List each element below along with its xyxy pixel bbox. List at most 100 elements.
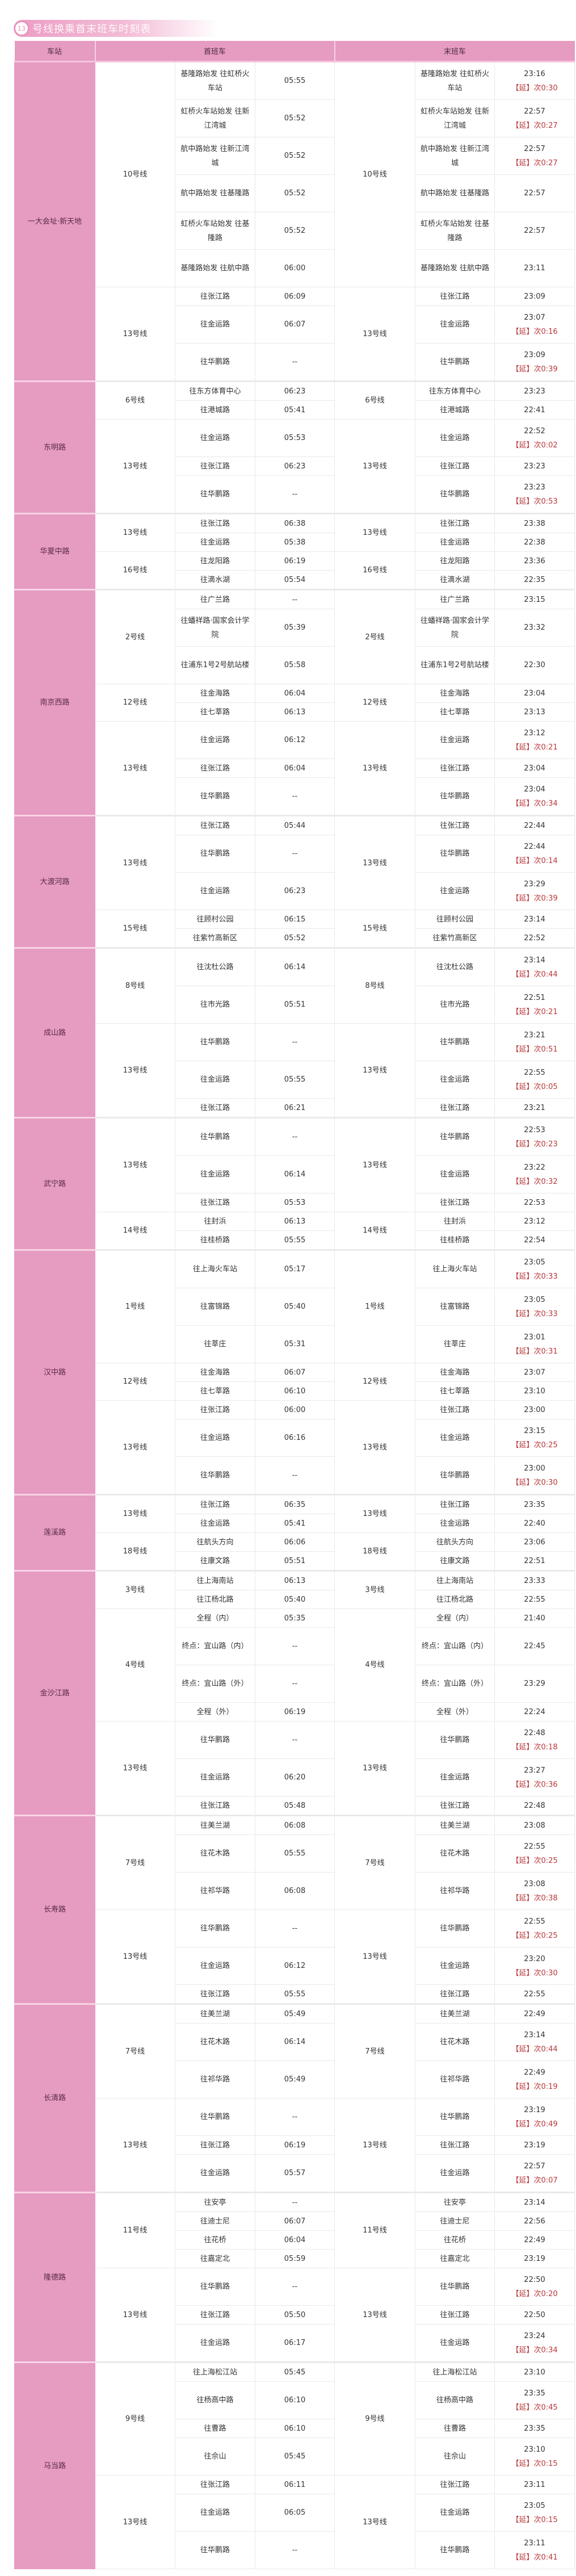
last-train-cell: 22:53 【延】次0:23 <box>494 1117 575 1156</box>
first-train-direction: 往张江路 <box>175 815 255 835</box>
first-train-direction: 往金运路 <box>175 1155 255 1193</box>
last-train-time: 22:48 <box>524 1728 545 1737</box>
last-train-direction: 往安亭 <box>415 2192 495 2212</box>
last-train-time: 22:41 <box>524 405 545 414</box>
last-train-cell: 23:05 【延】次0:15 <box>494 2494 575 2532</box>
table-row: 航中路始发 往基隆路 05:52 航中路始发 往基隆路 22:57 <box>15 174 575 212</box>
table-row: 往张江路 06:04 往张江路 23:04 <box>15 759 575 778</box>
extended-service-note: 【延】次0:18 <box>511 1743 558 1752</box>
last-train-time: 23:09 <box>524 292 545 301</box>
table-row: 往祁华路 06:08 往祁华路 23:08 【延】次0:38 <box>15 1872 575 1910</box>
last-train-time: 23:19 <box>524 2141 545 2150</box>
first-train-time: 05:39 <box>254 609 335 647</box>
last-train-direction: 往金运路 <box>415 305 495 344</box>
table-row: 往张江路 05:48 往张江路 22:48 <box>15 1796 575 1816</box>
first-train-time: 05:57 <box>254 2154 335 2193</box>
extended-service-note: 【延】次0:25 <box>511 1931 558 1940</box>
first-train-direction: 往华鹏路 <box>175 777 255 816</box>
last-train-direction: 往张江路 <box>415 2305 495 2324</box>
last-train-time: 22:53 <box>524 1125 545 1134</box>
first-train-direction: 往七莘路 <box>175 702 255 722</box>
last-train-direction: 往金运路 <box>415 2494 495 2532</box>
first-train-direction: 基隆路始发 往航中路 <box>175 249 255 287</box>
last-train-time: 23:08 <box>524 1821 545 1830</box>
last-train-line: 14号线 <box>334 1212 416 1250</box>
first-train-line: 10号线 <box>95 61 175 287</box>
table-row: 往金运路 06:07 往金运路 23:07 【延】次0:16 <box>15 305 575 344</box>
table-row: 往华鹏路 -- 往华鹏路 23:04 【延】次0:34 <box>15 777 575 816</box>
last-train-time: 23:10 <box>524 1387 545 1396</box>
last-train-direction: 往张江路 <box>415 456 495 476</box>
last-train-cell: 23:07 <box>494 1363 575 1382</box>
last-train-direction: 往华鹏路 <box>415 1117 495 1156</box>
first-train-time: 05:52 <box>254 174 335 212</box>
last-train-cell: 23:00 【延】次0:30 <box>494 1456 575 1495</box>
last-train-time: 23:33 <box>524 1576 545 1585</box>
last-train-direction: 往上海南站 <box>415 1570 495 1590</box>
first-train-time: 05:45 <box>254 2437 335 2476</box>
last-train-cell: 22:55 【延】次0:25 <box>494 1834 575 1873</box>
first-train-line: 11号线 <box>95 2192 175 2268</box>
last-train-time: 23:05 <box>524 1295 545 1304</box>
last-train-line: 13号线 <box>334 1721 416 1816</box>
first-train-direction: 往祁华路 <box>175 1872 255 1910</box>
first-train-time: 05:51 <box>254 1551 335 1571</box>
last-train-cell: 22:38 <box>494 533 575 552</box>
first-train-time: 05:52 <box>254 137 335 175</box>
first-train-time: 05:40 <box>254 1288 335 1326</box>
last-train-direction: 往祁华路 <box>415 1872 495 1910</box>
last-train-line: 11号线 <box>334 2192 416 2268</box>
last-train-cell: 22:52 【延】次0:02 <box>494 419 575 457</box>
first-train-direction: 往华鹏路 <box>175 835 255 873</box>
station-name: 长寿路 <box>14 1815 95 2004</box>
last-train-time: 23:04 <box>524 764 545 773</box>
last-train-cell: 22:48 <box>494 1796 575 1816</box>
last-train-cell: 23:11 <box>494 2475 575 2494</box>
last-train-time: 23:16 <box>524 69 545 78</box>
first-train-direction: 往美兰湖 <box>175 2003 255 2024</box>
table-row: 莲溪路 13号线 往张江路 06:35 13号线 往张江路 23:35 <box>14 1494 575 1571</box>
last-train-cell: 23:21 <box>494 1098 575 1118</box>
table-row: 往华鹏路 -- 往华鹏路 23:09 【延】次0:39 <box>15 343 575 382</box>
table-row: 13号线 往张江路 06:09 13号线 往张江路 23:09 <box>15 287 575 382</box>
last-train-line: 13号线 <box>334 513 416 552</box>
last-train-direction: 往嘉定北 <box>415 2249 495 2268</box>
last-train-direction: 往张江路 <box>415 1098 495 1118</box>
last-train-cell: 23:09 <box>494 287 575 306</box>
first-train-direction: 往金运路 <box>175 721 255 759</box>
first-train-time: 05:55 <box>254 1061 335 1099</box>
first-train-line: 2号线 <box>95 589 175 684</box>
header-row: 车站 首班车 末班车 <box>14 41 575 62</box>
last-train-direction: 航中路始发 往基隆路 <box>415 174 495 212</box>
last-train-cell: 23:32 <box>494 609 575 647</box>
last-train-time: 22:55 <box>524 1595 545 1604</box>
table-row: 成山路 8号线 往沈杜公路 06:14 8号线 往沈杜公路 23:14 【延】次0:44 <box>14 947 575 1118</box>
last-train-direction: 往美兰湖 <box>415 2003 495 2024</box>
table-row: 往滴水湖 05:54 往滴水湖 22:35 <box>15 570 575 590</box>
first-train-time: 06:04 <box>254 759 335 778</box>
first-train-direction: 虹桥火车站始发 往新江湾城 <box>175 99 255 137</box>
first-train-direction: 往金运路 <box>175 1514 255 1533</box>
first-train-direction: 往航头方向 <box>175 1532 255 1552</box>
first-train-time: 05:49 <box>254 2060 335 2099</box>
last-train-time: 23:12 <box>524 728 545 738</box>
last-train-cell: 23:10 <box>494 1381 575 1401</box>
first-train-time: 06:12 <box>254 1947 335 1985</box>
first-train-direction: 虹桥火车站始发 往基隆路 <box>175 212 255 250</box>
station-name: 成山路 <box>14 947 95 1118</box>
last-train-direction: 往紫竹高新区 <box>415 928 495 948</box>
first-train-time: 05:51 <box>254 986 335 1024</box>
table-row: 往七莘路 06:13 往七莘路 23:13 <box>15 702 575 722</box>
extended-service-note: 【延】次0:05 <box>511 1082 558 1091</box>
table-row: 东明路 6号线 往东方体育中心 06:23 6号线 往东方体育中心 23:23 <box>14 380 575 514</box>
last-train-direction: 往张江路 <box>415 1494 495 1514</box>
last-train-time: 23:01 <box>524 1333 545 1342</box>
first-train-time: 06:20 <box>254 1758 335 1796</box>
first-train-time: 06:15 <box>254 910 335 929</box>
last-train-time: 22:57 <box>524 189 545 198</box>
extended-service-note: 【延】次0:25 <box>511 1856 558 1865</box>
last-train-cell: 23:19 <box>494 2249 575 2268</box>
last-train-time: 22:45 <box>524 1642 545 1651</box>
first-train-line: 13号线 <box>95 513 175 552</box>
first-train-direction: 往曹路 <box>175 2419 255 2438</box>
